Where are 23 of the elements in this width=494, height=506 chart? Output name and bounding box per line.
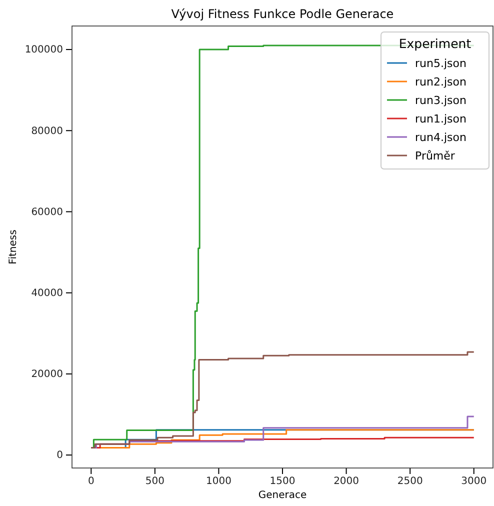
y-tick-label: 20000 bbox=[31, 369, 63, 380]
x-tick-label: 2500 bbox=[397, 476, 423, 488]
y-axis-title: Fitness bbox=[8, 230, 19, 264]
legend-label: run4.json bbox=[415, 131, 466, 144]
legend-label: run2.json bbox=[415, 76, 466, 88]
legend-title: Experiment bbox=[398, 36, 472, 51]
y-tick-label: 80000 bbox=[31, 126, 63, 137]
legend-label: run1.json bbox=[415, 112, 466, 126]
x-tick-label: 1500 bbox=[270, 476, 296, 488]
y-tick-label: 60000 bbox=[31, 206, 63, 218]
legend-label: run5.json bbox=[415, 57, 466, 70]
y-tick-label: 40000 bbox=[31, 288, 63, 300]
x-axis-title: Generace bbox=[258, 490, 307, 501]
chart-title: Vývoj Fitness Funkce Podle Generace bbox=[171, 7, 394, 21]
x-tick-label: 0 bbox=[88, 476, 94, 488]
legend-label: run3.json bbox=[415, 94, 466, 107]
legend-label: Průměr bbox=[415, 150, 456, 162]
x-tick-label: 1000 bbox=[206, 476, 232, 488]
y-tick-label: 100000 bbox=[24, 44, 63, 56]
x-tick-label: 500 bbox=[145, 476, 164, 488]
x-tick-label: 3000 bbox=[461, 476, 487, 488]
x-tick-label: 2000 bbox=[334, 476, 360, 488]
y-tick-label: 0 bbox=[56, 450, 63, 462]
